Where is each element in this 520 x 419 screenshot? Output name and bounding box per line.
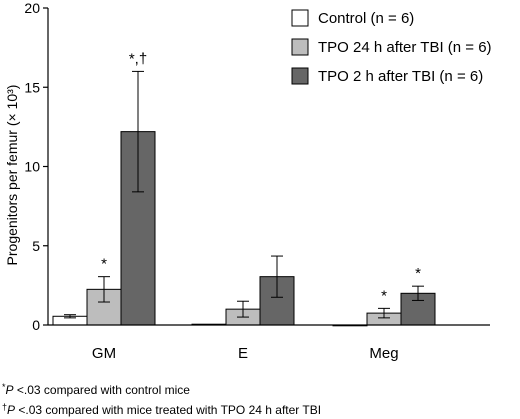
y-tick-label-15: 15 xyxy=(24,79,40,95)
significance-mark-meg-series-2: * xyxy=(381,287,387,304)
y-tick-label-0: 0 xyxy=(32,317,40,333)
footnote-1: *P <.03 compared with control mice xyxy=(2,379,321,399)
footnote-2-mark: † xyxy=(2,402,8,412)
significance-mark-gm-series-3: *,† xyxy=(129,50,147,67)
x-category-label-gm: GM xyxy=(92,345,116,362)
significance-mark-meg-series-3: * xyxy=(415,265,421,282)
footnote-2-text: <.03 compared with mice treated with TPO… xyxy=(15,403,322,417)
footnote-2-var: P xyxy=(7,403,16,417)
footnote-2: †P <.03 compared with mice treated with … xyxy=(2,399,321,419)
legend-label-3: TPO 2 h after TBI (n = 6) xyxy=(318,68,483,85)
footnote-1-mark: * xyxy=(2,382,6,392)
x-category-label-e: E xyxy=(238,345,248,362)
legend-swatch-1 xyxy=(291,9,309,27)
y-tick-label-20: 20 xyxy=(24,0,40,16)
legend-swatch-2 xyxy=(291,38,309,56)
y-tick-label-10: 10 xyxy=(24,159,40,175)
y-axis-title: Progenitors per femur (× 10³) xyxy=(4,85,20,266)
footnote-1-text: <.03 compared with control mice xyxy=(13,383,190,397)
bar-group-meg: ** xyxy=(332,265,436,327)
x-category-label-meg: Meg xyxy=(369,345,398,362)
footnotes: *P <.03 compared with control mice †P <.… xyxy=(2,379,321,419)
legend: Control (n = 6) TPO 24 h after TBI (n = 6… xyxy=(291,9,492,85)
bar-group-e xyxy=(191,255,295,326)
y-axis: 0 5 10 15 20 xyxy=(24,0,49,333)
legend-label-1: Control (n = 6) xyxy=(318,10,414,27)
bar-e-series-3 xyxy=(259,276,295,326)
significance-mark-gm-series-2: * xyxy=(101,256,107,273)
y-tick-label-5: 5 xyxy=(32,238,40,254)
bar-group-gm: * *,† xyxy=(52,50,156,326)
bar-groups: **,†** xyxy=(52,50,436,327)
footnote-1-var: P xyxy=(5,383,14,397)
legend-swatch-3 xyxy=(291,67,309,85)
legend-label-2: TPO 24 h after TBI (n = 6) xyxy=(318,39,492,56)
x-axis: GM E Meg xyxy=(48,324,490,362)
